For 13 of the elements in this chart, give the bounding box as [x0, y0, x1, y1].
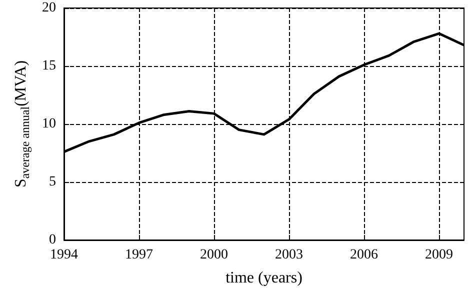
x-tick-label: 2006 [350, 248, 378, 262]
y-tick-label: 5 [49, 174, 56, 190]
x-tick-label: 2009 [425, 248, 453, 262]
x-axis-title: time (years) [226, 270, 302, 286]
y-tick-label: 20 [42, 0, 56, 16]
x-tick-label: 2000 [200, 248, 228, 262]
y-tick-label: 15 [42, 58, 56, 74]
x-tick-label: 1994 [50, 248, 78, 262]
y-axis-title: Saverage annual(MVA) [12, 60, 32, 188]
x-tick-label: 1997 [125, 248, 153, 262]
y-tick-label: 0 [49, 232, 56, 248]
x-tick-label: 2003 [275, 248, 303, 262]
y-tick-label: 10 [42, 116, 56, 132]
